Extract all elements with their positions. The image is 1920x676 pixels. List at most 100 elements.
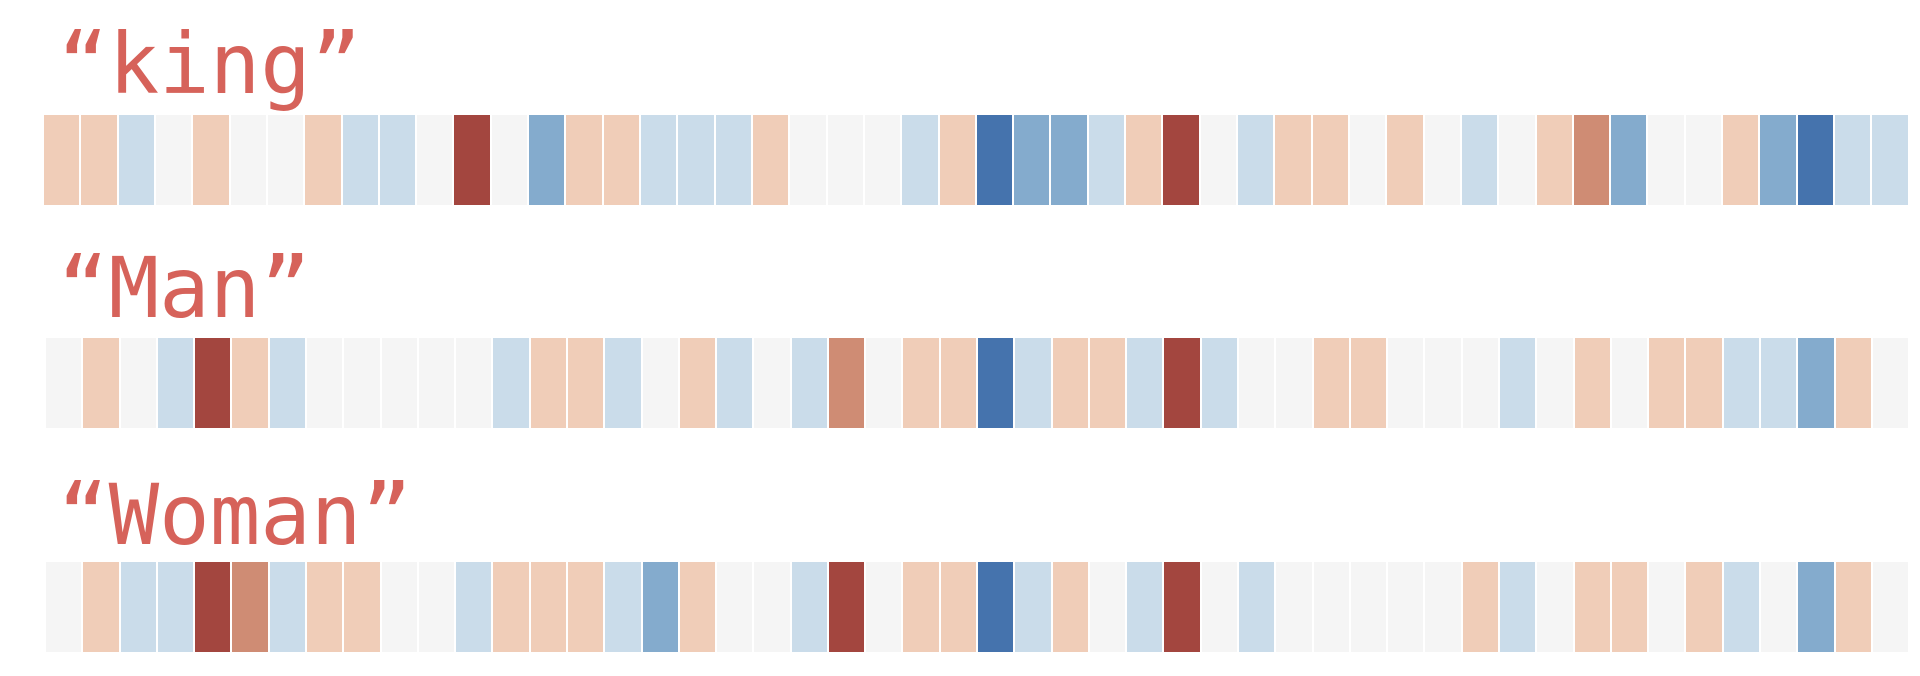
embedding-row-woman	[46, 562, 1909, 652]
embedding-cell	[1611, 562, 1648, 652]
embedding-cell	[1201, 562, 1237, 652]
embedding-cell	[118, 115, 154, 205]
embedding-cell	[717, 562, 753, 652]
embedding-cell	[1276, 338, 1312, 428]
embedding-cell	[195, 338, 231, 428]
embedding-cell	[1127, 338, 1163, 428]
embedding-cell	[46, 338, 82, 428]
embedding-cell	[864, 115, 901, 205]
embedding-cell	[827, 115, 863, 205]
embedding-cell	[379, 115, 416, 205]
embedding-cell	[1015, 562, 1051, 652]
embedding-cell	[155, 115, 192, 205]
embedding-cell	[1611, 115, 1647, 205]
embedding-cell	[1723, 562, 1759, 652]
embedding-cell	[232, 562, 268, 652]
embedding-cell	[267, 115, 304, 205]
embedding-cell	[1536, 115, 1572, 205]
embedding-cell	[530, 338, 566, 428]
embedding-cell	[1499, 338, 1536, 428]
embedding-cell	[1462, 562, 1498, 652]
embedding-cell	[717, 338, 753, 428]
embedding-cell	[1424, 115, 1460, 205]
embedding-cell	[417, 115, 453, 205]
embedding-cell	[1052, 562, 1088, 652]
embedding-cell	[1835, 562, 1871, 652]
embedding-cell	[1686, 338, 1722, 428]
embedding-cell	[46, 562, 82, 652]
embedding-cell	[1648, 115, 1684, 205]
embedding-cell	[530, 562, 566, 652]
embedding-cell	[1611, 338, 1648, 428]
embedding-cell	[1462, 338, 1498, 428]
embedding-cell	[1126, 115, 1162, 205]
embedding-cell	[1835, 338, 1871, 428]
embedding-cell	[83, 338, 119, 428]
embedding-cell	[940, 338, 977, 428]
embedding-cell	[1201, 338, 1237, 428]
word-label-woman: “Woman”	[58, 466, 413, 564]
embedding-cell	[1723, 115, 1759, 205]
embedding-cell	[1276, 562, 1312, 652]
embedding-cell	[1537, 338, 1573, 428]
embedding-cell	[1313, 562, 1349, 652]
embedding-cell	[754, 562, 790, 652]
embedding-cell	[566, 115, 602, 205]
embedding-cell	[1388, 562, 1424, 652]
embedding-row-man	[46, 338, 1909, 428]
embedding-cell	[1425, 338, 1461, 428]
embedding-cell	[381, 338, 417, 428]
embedding-cell	[679, 338, 716, 428]
embedding-cell	[828, 562, 865, 652]
embedding-cell	[902, 115, 938, 205]
embedding-cell	[1163, 115, 1199, 205]
embedding-cell	[456, 338, 492, 428]
embedding-cell	[418, 562, 455, 652]
embedding-cell	[567, 562, 604, 652]
embedding-cell	[791, 338, 827, 428]
embedding-cell	[1760, 115, 1796, 205]
embedding-cell	[306, 338, 343, 428]
embedding-cell	[1499, 115, 1535, 205]
embedding-cell	[678, 115, 714, 205]
embedding-cell	[529, 115, 565, 205]
embedding-cell	[1088, 115, 1125, 205]
embedding-cell	[978, 562, 1014, 652]
embedding-cell	[866, 338, 902, 428]
embedding-cell	[715, 115, 751, 205]
embedding-cell	[344, 338, 380, 428]
embedding-cell	[269, 338, 305, 428]
embedding-cell	[903, 562, 939, 652]
embedding-cell	[828, 338, 865, 428]
embedding-cell	[641, 115, 677, 205]
embedding-cell	[1872, 115, 1908, 205]
embedding-cell	[456, 562, 492, 652]
embedding-cell	[195, 562, 231, 652]
word-label-king: “king”	[58, 15, 362, 113]
embedding-cell	[1835, 115, 1871, 205]
embedding-cell	[1164, 562, 1200, 652]
embedding-cell	[605, 562, 641, 652]
embedding-cell	[754, 338, 790, 428]
embedding-cell	[1760, 562, 1797, 652]
embedding-cell	[1239, 562, 1275, 652]
embedding-cell	[1798, 562, 1834, 652]
embedding-cell	[1872, 338, 1909, 428]
embedding-cell	[1200, 115, 1236, 205]
embedding-cell	[491, 115, 528, 205]
embedding-cell	[230, 115, 266, 205]
embedding-cell	[1275, 115, 1311, 205]
embedding-cell	[1312, 115, 1348, 205]
embedding-cell	[1350, 562, 1387, 652]
embedding-cell	[1649, 562, 1685, 652]
embedding-cell	[454, 115, 490, 205]
embedding-cell	[603, 115, 639, 205]
embedding-cell	[1686, 562, 1722, 652]
embedding-cell	[381, 562, 417, 652]
embedding-cell	[567, 338, 604, 428]
embedding-cell	[1797, 115, 1833, 205]
embedding-cell	[83, 562, 119, 652]
embedding-cell	[1238, 115, 1274, 205]
embedding-cell	[120, 338, 156, 428]
embedding-cell	[1313, 338, 1349, 428]
